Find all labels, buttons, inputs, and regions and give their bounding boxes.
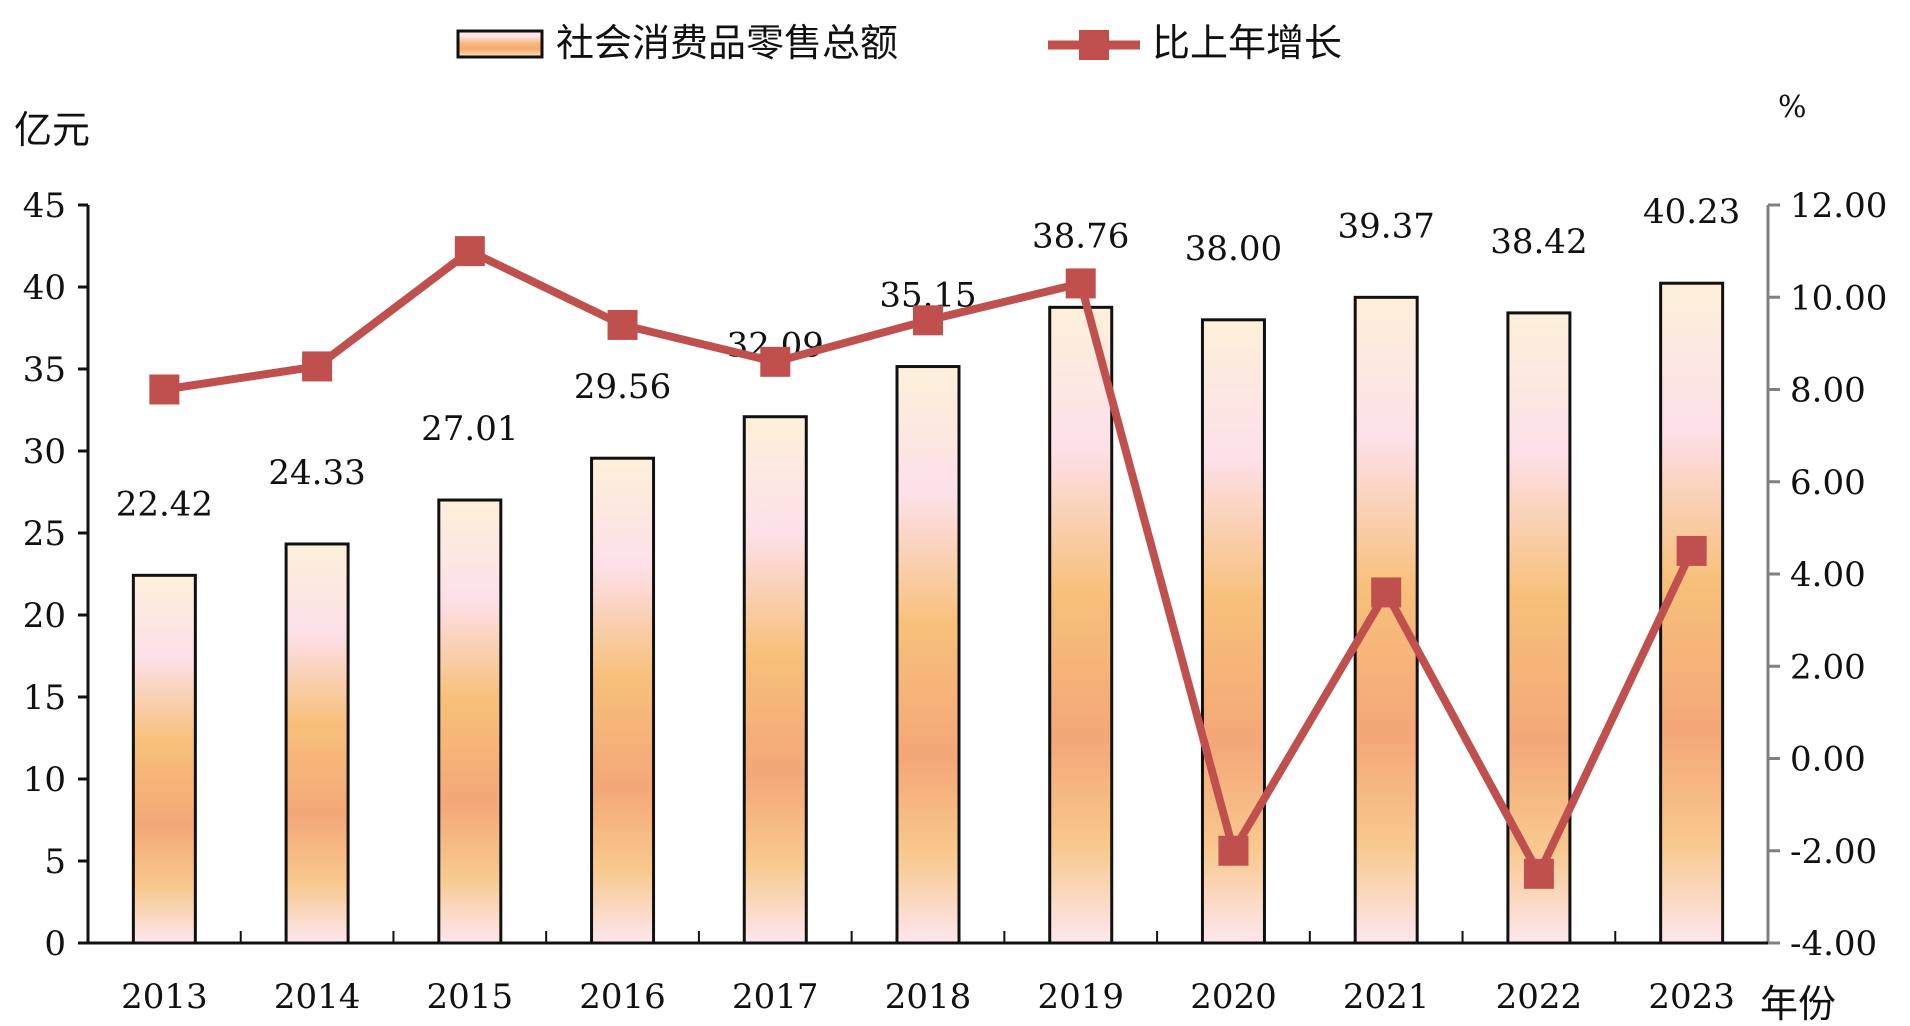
y-axis-right-ticks: -4.00 -2.00 0.00 2.00 4.00 6.00 8.00 10.00 12.00	[1768, 186, 1887, 964]
legend-line-label: 比上年增长	[1152, 21, 1342, 65]
bar-data-label: 38.42	[1490, 222, 1587, 262]
line-marker	[1218, 835, 1249, 866]
bar	[284, 542, 350, 945]
bar-data-label: 38.00	[1185, 229, 1282, 269]
x-tick-label: 2013	[121, 977, 208, 1017]
bar-data-label: 38.76	[1032, 216, 1129, 256]
y-right-tick-label: 10.00	[1790, 278, 1887, 318]
x-axis-ticks: 2013 2014 2015 2016 2017 2018 2019 2020 2021 2022…	[121, 931, 1735, 1017]
line-marker	[913, 305, 943, 336]
x-tick-label: 2017	[732, 977, 819, 1017]
bar-data-label: 24.33	[268, 453, 365, 493]
bar	[1506, 311, 1572, 945]
y-right-tick-label: 8.00	[1790, 371, 1866, 411]
y-right-tick-label: 12.00	[1790, 186, 1887, 226]
bar	[437, 498, 503, 945]
bar-data-label: 29.56	[574, 367, 671, 407]
bar	[1048, 305, 1114, 945]
legend: 社会消费品零售总额 比上年增长	[456, 21, 1342, 65]
bar	[1659, 281, 1725, 945]
x-tick-label: 2015	[427, 977, 514, 1017]
x-tick-label: 2016	[579, 977, 666, 1017]
bar-series	[131, 281, 1725, 945]
y-axis-left-ticks: 0 5 10 15 20 25 30 35 40 45	[23, 186, 88, 964]
bar-data-label: 22.42	[116, 484, 213, 524]
line-marker	[149, 374, 180, 405]
x-tick-label: 2020	[1190, 977, 1277, 1017]
line-marker	[1065, 268, 1096, 299]
y-right-tick-label: 4.00	[1790, 555, 1866, 595]
line-marker	[1371, 577, 1402, 608]
line-marker	[607, 309, 638, 340]
line-marker	[1676, 535, 1707, 566]
y-right-tick-label: -4.00	[1790, 924, 1877, 964]
y-left-tick-label: 10	[23, 760, 66, 800]
x-tick-label: 2021	[1343, 977, 1430, 1017]
x-tick-label: 2022	[1496, 977, 1583, 1017]
line-marker	[302, 351, 333, 382]
x-tick-label: 2019	[1037, 977, 1124, 1017]
y-left-tick-label: 0	[44, 924, 66, 964]
bar	[590, 456, 656, 945]
x-axis-title: 年份	[1760, 982, 1836, 1026]
x-tick-label: 2018	[885, 977, 972, 1017]
y-right-tick-label: 6.00	[1790, 463, 1866, 503]
bar-data-label: 39.37	[1338, 206, 1435, 246]
y-right-tick-label: -2.00	[1790, 832, 1877, 872]
y-right-tick-label: 0.00	[1790, 740, 1866, 780]
bar	[131, 573, 197, 945]
line-series	[149, 236, 1707, 889]
y-left-tick-label: 45	[23, 186, 66, 226]
y-left-tick-label: 40	[23, 268, 66, 308]
bar-data-label: 27.01	[421, 409, 518, 449]
line-marker	[1523, 858, 1554, 889]
y-left-tick-label: 15	[23, 678, 66, 718]
legend-bar-label: 社会消费品零售总额	[556, 21, 898, 65]
bar	[895, 365, 961, 945]
y-left-tick-label: 30	[23, 432, 66, 472]
y-left-tick-label: 5	[44, 842, 66, 882]
y-left-tick-label: 25	[23, 514, 66, 554]
legend-bar-swatch	[456, 29, 544, 59]
bar	[1353, 295, 1419, 945]
line-marker	[454, 236, 485, 267]
bar	[742, 415, 808, 945]
legend-line-marker	[1079, 30, 1109, 60]
bar-data-label: 40.23	[1643, 192, 1740, 232]
line-marker	[760, 346, 791, 377]
y-left-tick-label: 35	[23, 350, 66, 390]
y-axis-right-title: %	[1778, 90, 1807, 125]
x-tick-label: 2023	[1648, 977, 1735, 1017]
y-left-tick-label: 20	[23, 596, 66, 636]
x-tick-label: 2014	[274, 977, 361, 1017]
y-axis-left-title: 亿元	[14, 108, 90, 152]
y-right-tick-label: 2.00	[1790, 647, 1866, 687]
